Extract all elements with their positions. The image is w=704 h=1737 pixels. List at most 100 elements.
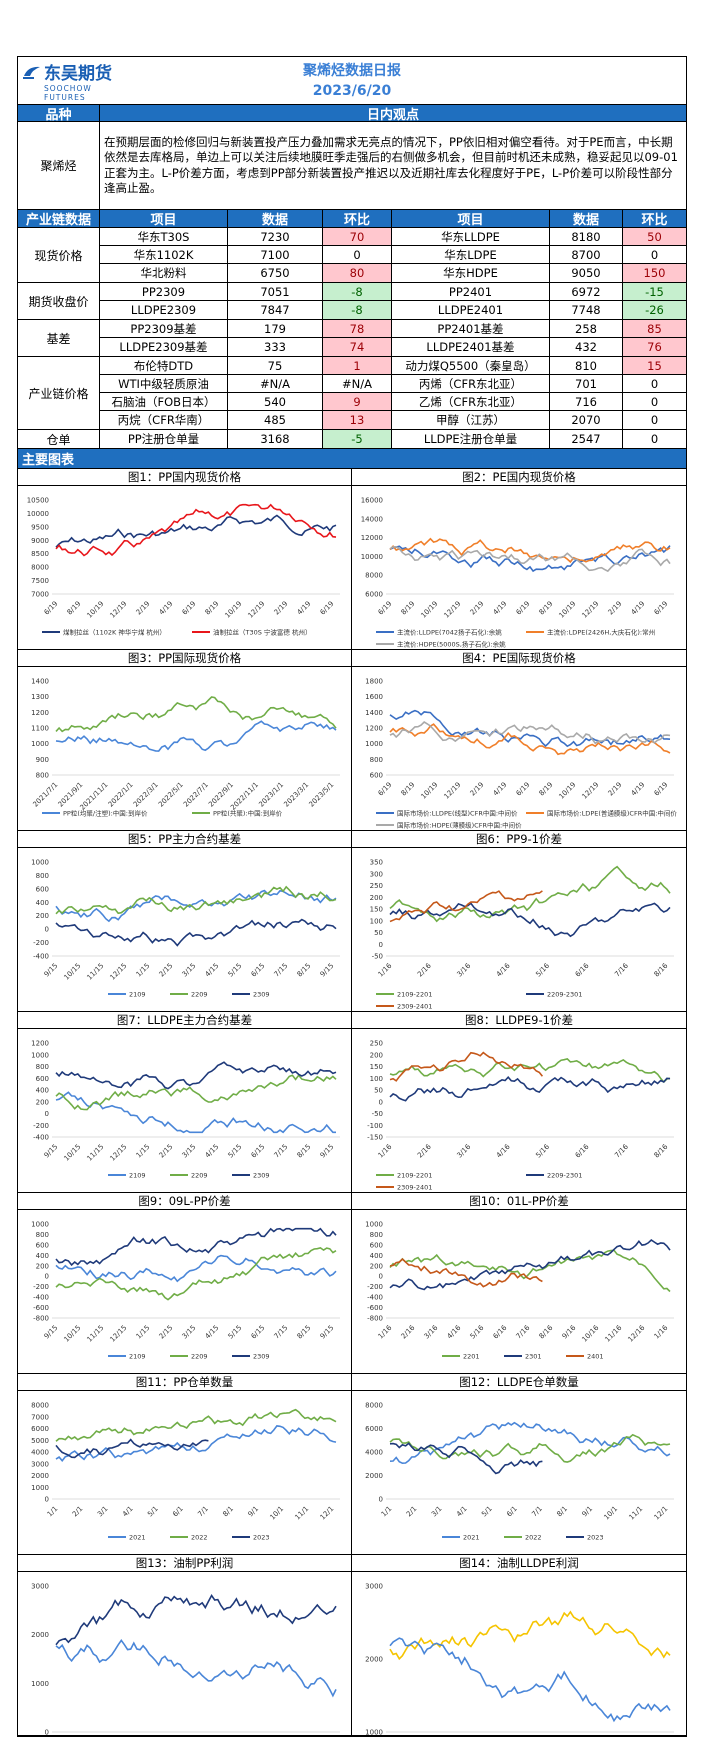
chart-row: 图5：PP主力合约基差 1000 800 600 400 200 0 -200 -400 9/15… [18,831,686,1012]
y-tick-label: 100 [370,1075,383,1083]
table-cell: PP2309 [100,283,228,300]
x-tick-label: 7/15 [273,1324,290,1341]
x-tick-label: 8/1 [555,1505,569,1519]
table-cell: 85 [623,320,686,337]
x-tick-label: 2/19 [607,600,624,617]
intraday-view-header: 日内观点 [100,105,686,121]
x-tick-label: 9/15 [319,1324,336,1341]
variety-name: 聚烯烃 [18,122,100,209]
y-tick-label: 800 [370,1231,383,1239]
x-tick-label: 12/16 [626,1323,646,1343]
legend-label: 煤制拉丝（1102K 神华宁煤 杭州） [63,627,166,636]
chart-svg: 8000 7000 6000 5000 4000 3000 2000 1000 01/1 2/1 3… [31,1402,340,1541]
x-tick-label: 6/19 [653,781,670,798]
x-tick-label: 1/1 [380,1505,394,1519]
x-tick-label: 2023/1/1 [257,781,285,809]
x-tick-label: 7/16 [613,961,630,978]
table-cell: 7748 [550,301,623,319]
x-tick-label: 1/15 [135,962,152,979]
legend-label: 2401 [587,1352,604,1360]
y-tick-label: 600 [370,772,383,780]
x-tick-label: 4/16 [495,1142,512,1159]
table-cell: 6750 [228,264,323,282]
table-cell: 华东T30S [100,228,228,245]
x-tick-label: 3/1 [96,1505,110,1519]
table-group: 期货收盘价 PP2309 7051 -8 PP2401 6972 -15 LLDPE2309 7… [18,283,686,320]
y-tick-label: 8500 [31,550,49,558]
x-tick-label: 8/19 [66,600,83,617]
table-group: 产业链价格 布伦特DTD 75 1 动力煤Q5500（秦皇岛） 810 15 WTI中级轻质原… [18,357,686,430]
soochow-logo-icon [23,66,40,79]
x-tick-label: 8/19 [400,781,417,798]
chart-panel: 图3：PP国际现货价格 1400 1300 1200 1100 1000 900 800 202… [18,650,352,830]
table-cell: 2070 [550,411,623,429]
table-cell: 9 [323,393,392,410]
x-tick-label: 12/19 [442,781,462,801]
legend-label: 2209 [191,1171,208,1179]
legend-label: 2209 [191,990,208,998]
table-header-cell: 项目 [392,210,550,227]
x-tick-label: 8/15 [296,962,313,979]
y-tick-label: 200 [370,894,383,902]
y-tick-label: 0 [379,1098,383,1106]
table-cell: PP2309基差 [100,320,228,337]
legend-label: 2022 [191,1533,208,1541]
y-tick-label: 8000 [365,572,383,580]
x-tick-label: 9/15 [319,962,336,979]
chart-panel: 图4：PE国际现货价格 1800 1600 1400 1200 1000 800 600 6/1… [352,650,686,830]
table-cell: 6972 [550,283,623,300]
legend-label: PP粒(均聚/注塑):中国:到岸价 [63,808,148,817]
chart-title: 图1：PP国内现货价格 [18,469,351,486]
table-cell: LLDPE2309 [100,301,228,319]
y-tick-label: 400 [36,899,49,907]
report-date: 2023/6/20 [312,82,392,99]
y-tick-label: 16000 [361,497,383,505]
intraday-view-text: 在预期层面的检修回归与新装置投产压力叠加需求无亮点的情况下，PP依旧相对偏空看待… [104,134,678,196]
legend-label: 2109 [129,990,146,998]
series-line [55,1091,336,1134]
x-tick-label: 6/15 [250,1324,267,1341]
data-table: 现货价格 华东T30S 7230 70 华东LLDPE 8180 50 华东1102K 7100… [18,228,686,449]
x-tick-label: 11/16 [603,1323,623,1343]
y-tick-label: 8000 [31,1402,49,1410]
chart-title: 图9：09L-PP价差 [18,1193,351,1210]
table-cell: 7847 [228,301,323,319]
x-tick-label: 2021/7/1 [32,781,60,809]
y-tick-label: 600 [370,1241,383,1249]
chart-svg: 350 300 250 200 150 100 50 0 -501/16 2/16 3/16 4/16… [370,859,674,1010]
table-cell: 540 [228,393,323,410]
legend-label: 主流价:LDPE(2426H,大庆石化):常州 [547,627,655,636]
table-cell: 50 [623,228,686,245]
x-tick-label: 2/15 [158,1324,175,1341]
table-cell: #N/A [323,375,392,392]
legend-label: 国际市场价:HDPE(薄膜级)CFR中国:中间价 [397,820,522,829]
x-tick-label: 9/15 [43,962,60,979]
chart-panel: 图12：LLDPE仓单数量 8000 6000 4000 2000 0 1/1 2/1 3/1 4… [352,1374,686,1554]
x-tick-label: 5/15 [227,1143,244,1160]
series-line [389,902,671,938]
chart-row: 图9：09L-PP价差 1000 800 600 400 200 0 -200 -400 -600… [18,1193,686,1374]
x-tick-label: 9/15 [43,1324,60,1341]
y-tick-label: 250 [370,882,383,890]
x-tick-label: 8/16 [538,1323,555,1340]
series-line [389,545,671,573]
y-tick-label: -400 [33,1134,49,1142]
x-tick-label: 8/16 [653,1142,670,1159]
x-tick-label: 3/15 [181,962,198,979]
y-tick-label: 6000 [365,1425,383,1433]
legend-label: 主流价:LLDPE(7042扬子石化):余姚 [397,627,502,636]
y-tick-label: 1000 [31,1051,49,1059]
y-tick-label: -200 [367,1283,383,1291]
x-tick-label: 12/15 [108,1143,128,1163]
logo-text: 东吴期货 [44,64,112,84]
table-cell: 0 [650,432,659,446]
y-tick-label: 10500 [27,497,49,505]
table-row: PP2309基差 179 78 PP2401基差 258 85 [100,320,686,338]
y-tick-label: 8000 [31,564,49,572]
table-cell: PP注册仓单量 [100,430,228,448]
y-tick-label: 0 [45,1496,49,1504]
x-tick-label: 1/16 [653,1323,670,1340]
legend-label: 2109-2201 [397,1171,432,1179]
y-tick-label: 9500 [31,523,49,531]
